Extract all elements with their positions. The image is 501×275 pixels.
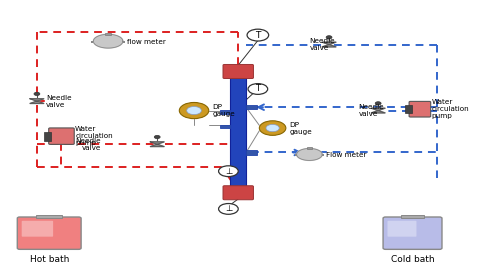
Polygon shape <box>371 108 385 113</box>
FancyBboxPatch shape <box>22 221 53 237</box>
Circle shape <box>248 84 268 94</box>
Bar <box>322 154 324 156</box>
Bar <box>44 132 51 141</box>
Polygon shape <box>93 34 123 48</box>
Text: Needle
valve: Needle valve <box>310 38 335 51</box>
Text: Water
circulation
pump: Water circulation pump <box>75 126 113 146</box>
Text: ⊥: ⊥ <box>225 204 232 213</box>
FancyBboxPatch shape <box>409 101 431 117</box>
Circle shape <box>247 29 269 41</box>
Circle shape <box>179 103 209 119</box>
Bar <box>105 33 111 35</box>
Bar <box>405 105 411 113</box>
Bar <box>246 105 257 109</box>
Bar <box>219 110 230 114</box>
FancyBboxPatch shape <box>387 221 416 237</box>
Text: ⊥: ⊥ <box>225 167 232 176</box>
Text: Needle
valve: Needle valve <box>75 138 101 151</box>
Text: T: T <box>255 31 261 40</box>
Text: Needle
valve: Needle valve <box>46 95 71 108</box>
Circle shape <box>218 166 238 177</box>
Polygon shape <box>322 42 336 47</box>
Circle shape <box>326 36 332 39</box>
Text: T: T <box>256 84 261 94</box>
Circle shape <box>375 102 381 105</box>
Bar <box>295 154 297 156</box>
Text: Cold bath: Cold bath <box>391 255 434 264</box>
Bar <box>401 215 424 218</box>
FancyBboxPatch shape <box>223 64 254 78</box>
Circle shape <box>266 124 279 132</box>
FancyBboxPatch shape <box>49 128 74 144</box>
Text: flow meter: flow meter <box>127 39 166 45</box>
Polygon shape <box>297 148 322 160</box>
FancyBboxPatch shape <box>383 217 442 249</box>
Text: Needle
valve: Needle valve <box>359 104 384 117</box>
FancyBboxPatch shape <box>223 186 254 200</box>
Bar <box>246 150 257 155</box>
Text: DP
gauge: DP gauge <box>212 104 235 117</box>
Bar <box>91 41 93 43</box>
FancyBboxPatch shape <box>17 217 81 249</box>
Bar <box>230 76 246 189</box>
Polygon shape <box>150 142 164 147</box>
Bar <box>219 125 230 128</box>
Circle shape <box>260 121 286 135</box>
Circle shape <box>34 92 40 95</box>
Polygon shape <box>30 99 44 103</box>
Bar <box>36 215 62 218</box>
Text: DP
gauge: DP gauge <box>289 122 312 134</box>
Bar <box>307 147 312 149</box>
Text: Hot bath: Hot bath <box>30 255 69 264</box>
Circle shape <box>154 135 160 139</box>
Bar <box>123 41 125 43</box>
Text: Water
circulation
pump: Water circulation pump <box>432 99 469 119</box>
Circle shape <box>187 106 201 115</box>
Circle shape <box>218 204 238 214</box>
Text: Flow meter: Flow meter <box>326 152 367 158</box>
